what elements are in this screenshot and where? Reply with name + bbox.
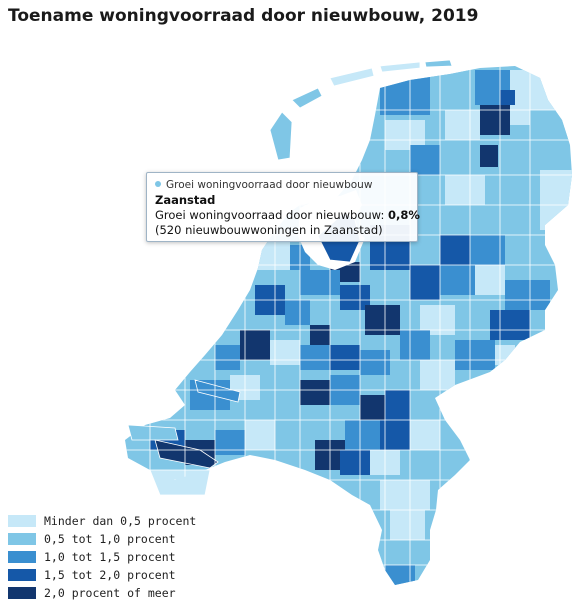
legend-item[interactable]: 1,0 tot 1,5 procent: [8, 548, 196, 566]
legend-item[interactable]: 2,0 procent of meer: [8, 584, 196, 602]
tooltip-series: Groei woningvoorraad door nieuwbouw: [155, 178, 409, 193]
legend: Minder dan 0,5 procent 0,5 tot 1,0 proce…: [8, 512, 196, 602]
wadden-islands: [269, 59, 453, 161]
zeeland-islands: [127, 379, 241, 496]
tooltip-value-line: Groei woningvoorraad door nieuwbouw: 0,8…: [155, 208, 420, 222]
legend-swatch: [8, 569, 36, 581]
map-tooltip: Groei woningvoorraad door nieuwbouw Zaan…: [146, 172, 420, 242]
legend-swatch: [8, 533, 36, 545]
legend-item[interactable]: 1,5 tot 2,0 procent: [8, 566, 196, 584]
legend-swatch: [8, 551, 36, 563]
legend-item[interactable]: Minder dan 0,5 procent: [8, 512, 196, 530]
legend-item[interactable]: 0,5 tot 1,0 procent: [8, 530, 196, 548]
legend-swatch: [8, 587, 36, 599]
map-title: Toename woningvoorraad door nieuwbouw, 2…: [8, 6, 479, 26]
legend-swatch: [8, 515, 36, 527]
tooltip-region: Zaanstad: [155, 193, 216, 207]
series-dot-icon: [155, 181, 161, 187]
tooltip-note: (520 nieuwbouwwoningen in Zaanstad): [155, 223, 383, 237]
tooltip-value: 0,8%: [387, 208, 420, 222]
